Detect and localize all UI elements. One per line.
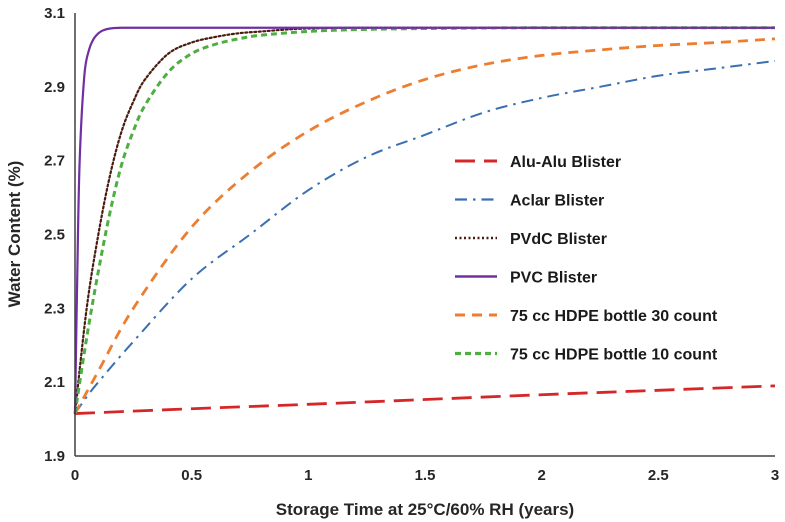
y-tick-label: 2.3 <box>44 300 65 317</box>
series-line-alu-alu-blister <box>74 384 776 415</box>
y-tick-label: 1.9 <box>44 448 65 465</box>
legend-label-pvc-blister: PVC Blister <box>510 270 597 287</box>
series-line-aclar-blister <box>74 59 776 415</box>
legend-label-aclar-blister: Aclar Blister <box>510 193 604 210</box>
x-tick-label: 3 <box>771 467 779 484</box>
series-line-pvc-blister <box>73 26 775 414</box>
x-tick-label: 1 <box>304 467 312 484</box>
legend-label-75-cc-hdpe-bottle-10-count: 75 cc HDPE bottle 10 count <box>510 347 718 364</box>
x-tick-label: 0.5 <box>181 467 202 484</box>
y-tick-label: 2.7 <box>44 153 65 170</box>
legend-label-alu-alu-blister: Alu-Alu Blister <box>510 154 621 171</box>
y-tick-label: 3.1 <box>44 5 65 22</box>
series-line-75-cc-hdpe-bottle-30-count <box>73 37 776 415</box>
x-axis-title: Storage Time at 25°C/60% RH (years) <box>276 500 574 519</box>
x-tick-label: 2 <box>537 467 545 484</box>
x-tick-labels: 0 0.5 1 1.5 2 2.5 3 <box>71 467 779 484</box>
x-tick-label: 2.5 <box>648 467 669 484</box>
legend-label-pvdc-blister: PVdC Blister <box>510 231 607 248</box>
x-tick-label: 0 <box>71 467 79 484</box>
y-tick-label: 2.1 <box>44 374 65 391</box>
y-tick-label: 2.9 <box>44 79 65 96</box>
y-tick-labels: 1.9 2.1 2.3 2.5 2.7 2.9 3.1 <box>44 5 65 465</box>
x-tick-label: 1.5 <box>415 467 436 484</box>
legend-label-75-cc-hdpe-bottle-30-count: 75 cc HDPE bottle 30 count <box>510 308 718 325</box>
y-axis-title: Water Content (%) <box>5 161 24 308</box>
plot-lines <box>73 26 777 415</box>
legend: Alu-Alu Blister Aclar Blister PVdC Blister… <box>455 154 718 364</box>
y-tick-label: 2.5 <box>44 227 65 244</box>
